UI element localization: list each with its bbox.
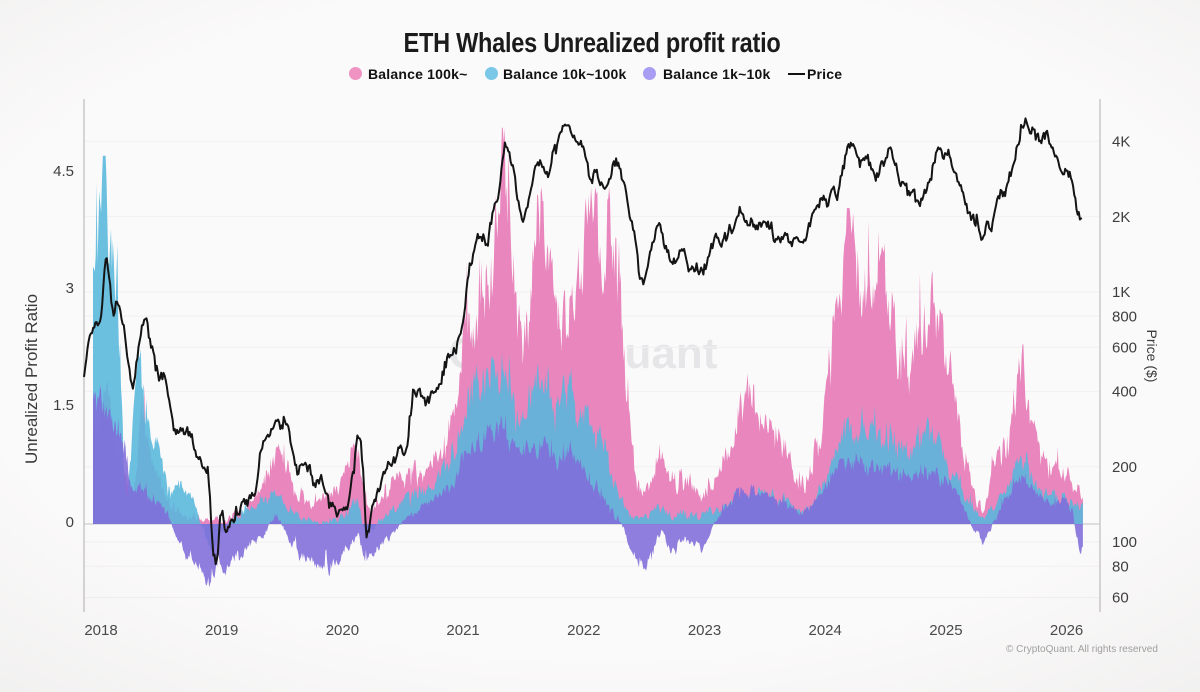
svg-text:2022: 2022	[567, 622, 600, 639]
svg-text:2018: 2018	[84, 622, 117, 639]
svg-text:200: 200	[1112, 459, 1137, 476]
svg-text:2020: 2020	[326, 622, 359, 639]
svg-text:0: 0	[66, 514, 74, 531]
svg-text:2025: 2025	[929, 622, 962, 639]
svg-text:2026: 2026	[1050, 622, 1083, 639]
svg-text:2K: 2K	[1112, 209, 1130, 226]
svg-text:2021: 2021	[446, 622, 479, 639]
svg-text:400: 400	[1112, 384, 1137, 401]
svg-text:Price ($): Price ($)	[1144, 330, 1160, 383]
svg-text:Unrealized Profit Ratio: Unrealized Profit Ratio	[22, 294, 41, 464]
svg-text:4K: 4K	[1112, 134, 1130, 151]
svg-text:2023: 2023	[688, 622, 721, 639]
svg-text:60: 60	[1112, 590, 1129, 607]
svg-text:2024: 2024	[809, 622, 842, 639]
svg-text:2019: 2019	[205, 622, 238, 639]
svg-text:800: 800	[1112, 308, 1137, 325]
svg-text:600: 600	[1112, 340, 1137, 357]
svg-text:1.5: 1.5	[53, 397, 74, 414]
svg-text:1K: 1K	[1112, 284, 1130, 301]
svg-text:80: 80	[1112, 558, 1129, 575]
svg-text:100: 100	[1112, 534, 1137, 551]
svg-text:4.5: 4.5	[53, 163, 74, 180]
svg-text:3: 3	[66, 280, 74, 297]
